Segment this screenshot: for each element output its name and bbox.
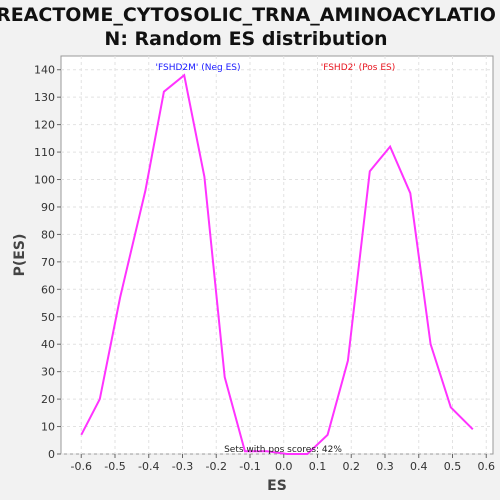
y-tick-label: 110 bbox=[34, 146, 55, 159]
y-tick-label: 70 bbox=[41, 256, 55, 269]
y-axis-label: P(ES) bbox=[12, 234, 28, 277]
y-tick-label: 60 bbox=[41, 283, 55, 296]
x-tick-label: -0.6 bbox=[71, 460, 92, 473]
x-tick-label: -0.4 bbox=[138, 460, 159, 473]
y-tick-label: 0 bbox=[48, 448, 55, 461]
chart-title-line-2: N: Random ES distribution bbox=[104, 28, 387, 50]
y-tick-label: 100 bbox=[34, 174, 55, 187]
x-tick-label: 0.2 bbox=[343, 460, 361, 473]
series-layer bbox=[80, 73, 474, 455]
x-tick-label: -0.5 bbox=[104, 460, 125, 473]
y-tick-label: 140 bbox=[34, 64, 55, 77]
y-tick-label: 80 bbox=[41, 228, 55, 241]
neg-es-label: 'FSHD2M' (Neg ES) bbox=[156, 63, 241, 73]
x-axis-label: ES bbox=[267, 478, 287, 494]
y-tick-label: 10 bbox=[41, 421, 55, 434]
y-tick-label: 40 bbox=[41, 338, 55, 351]
x-tick-label: -0.1 bbox=[239, 460, 260, 473]
pos-scores-note: Sets with pos scores: 42% bbox=[224, 445, 342, 455]
plot-area bbox=[60, 55, 494, 455]
grid-lines bbox=[61, 56, 493, 455]
y-tick-label: 20 bbox=[41, 393, 55, 406]
x-tick-label: 0.1 bbox=[309, 460, 327, 473]
x-axis-ticks: -0.6 -0.5 -0.4 -0.3 -0.2 -0.1 0.0 0.1 0.2 0.3 0.4 0… bbox=[71, 454, 495, 473]
y-tick-label: 120 bbox=[34, 119, 55, 132]
y-tick-label: 30 bbox=[41, 366, 55, 379]
x-tick-label: 0.6 bbox=[478, 460, 496, 473]
chart-title-line-1: REACTOME_CYTOSOLIC_TRNA_AMINOACYLATIO bbox=[0, 4, 496, 26]
x-tick-label: 0.0 bbox=[275, 460, 293, 473]
x-tick-label: 0.3 bbox=[376, 460, 394, 473]
y-tick-label: 50 bbox=[41, 311, 55, 324]
x-tick-label: 0.5 bbox=[444, 460, 462, 473]
y-axis-ticks: 0 10 20 30 40 50 60 70 80 90 100 110 120 130 140 bbox=[34, 64, 61, 461]
series-line-0 bbox=[80, 73, 474, 455]
x-tick-label: -0.2 bbox=[206, 460, 227, 473]
x-tick-label: -0.3 bbox=[172, 460, 193, 473]
y-tick-label: 90 bbox=[41, 201, 55, 214]
x-tick-label: 0.4 bbox=[410, 460, 428, 473]
pos-es-label: 'FSHD2' (Pos ES) bbox=[321, 63, 396, 73]
y-tick-label: 130 bbox=[34, 91, 55, 104]
